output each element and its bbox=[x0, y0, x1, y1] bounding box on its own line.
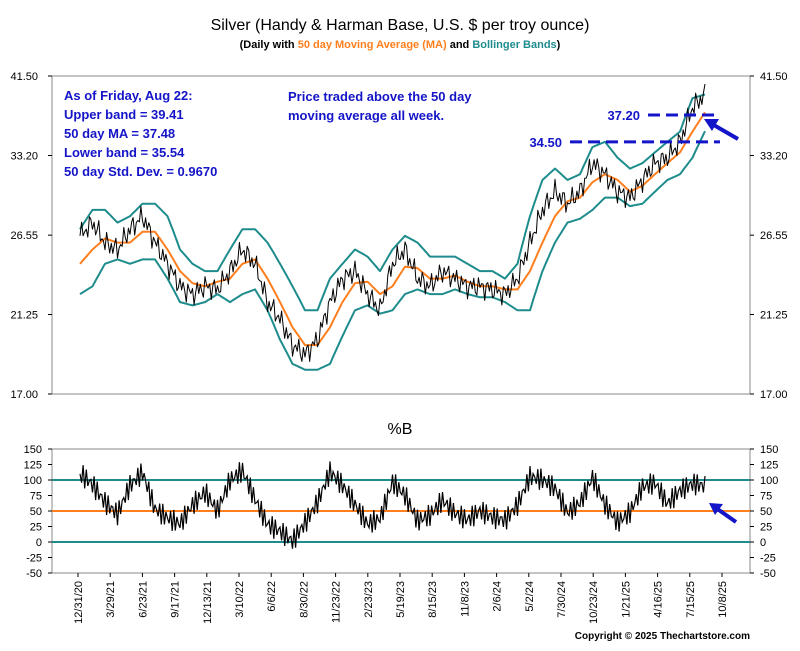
series-line-bollinger-bands-upper bbox=[79, 93, 706, 312]
y-tick-label: 150 bbox=[760, 444, 778, 456]
y-tick-label: 26.55 bbox=[10, 230, 38, 242]
x-tick-label: 10/8/25 bbox=[717, 581, 729, 618]
x-tick-label: 10/23/24 bbox=[588, 581, 600, 624]
price-y-axis-left: 41.50 33.20 26.55 21.25 17.00 bbox=[10, 71, 52, 401]
x-tick-label: 5/19/23 bbox=[395, 581, 407, 618]
reference-levels: 37.20 34.50 bbox=[529, 108, 720, 150]
x-tick-label: 5/2/24 bbox=[524, 581, 536, 612]
x-tick-label: 7/30/24 bbox=[556, 581, 568, 618]
y-tick-label: 17.00 bbox=[760, 389, 788, 401]
price-y-axis-right: 41.50 33.20 26.55 21.25 17.00 bbox=[750, 71, 788, 401]
note-line: Price traded above the 50 day bbox=[288, 89, 472, 104]
percent-b-series-group bbox=[52, 461, 750, 549]
y-tick-label: 17.00 bbox=[10, 389, 38, 401]
note-annotation: Price traded above the 50 day moving ave… bbox=[288, 89, 472, 123]
y-tick-label: -50 bbox=[26, 568, 42, 580]
y-tick-label: 75 bbox=[760, 491, 772, 503]
stats-annotation: As of Friday, Aug 22: Upper band = 39.41… bbox=[64, 88, 217, 179]
chart-subtitle: (Daily with 50 day Moving Average (MA) a… bbox=[240, 39, 561, 51]
x-tick-label: 12/31/20 bbox=[73, 581, 85, 624]
series-line-bollinger-bands-lower bbox=[79, 130, 706, 371]
stats-line: 50 day Std. Dev. = 0.9670 bbox=[64, 164, 217, 179]
y-tick-label: 33.20 bbox=[10, 151, 38, 163]
y-tick-label: 50 bbox=[760, 506, 772, 518]
y-tick-label: 41.50 bbox=[760, 71, 788, 83]
copyright-text: Copyright © 2025 Thechartstore.com bbox=[575, 631, 750, 642]
y-tick-label: 0 bbox=[36, 537, 42, 549]
y-tick-label: 125 bbox=[760, 460, 778, 472]
percent-b-y-axis-right: 150 125 100 75 50 25 0 -25 -50 bbox=[750, 444, 778, 580]
subtitle-ma-label: 50 day Moving Average (MA) bbox=[298, 39, 447, 51]
reference-label: 37.20 bbox=[607, 108, 640, 123]
y-tick-label: 50 bbox=[30, 506, 42, 518]
x-tick-label: 8/30/22 bbox=[298, 581, 310, 618]
stats-line: Upper band = 39.41 bbox=[64, 107, 184, 122]
y-tick-label: -50 bbox=[760, 568, 776, 580]
y-tick-label: 25 bbox=[760, 522, 772, 534]
x-tick-label: 4/16/25 bbox=[653, 581, 665, 618]
stats-line: 50 day MA = 37.48 bbox=[64, 126, 175, 141]
y-tick-label: 100 bbox=[760, 475, 778, 487]
y-tick-label: 25 bbox=[30, 522, 42, 534]
price-arrow-icon bbox=[704, 119, 739, 141]
x-tick-label: 9/17/21 bbox=[170, 581, 182, 618]
y-tick-label: 0 bbox=[760, 537, 766, 549]
x-tick-label: 7/15/25 bbox=[685, 581, 697, 618]
y-tick-label: 21.25 bbox=[760, 309, 788, 321]
x-tick-label: 2/23/23 bbox=[363, 581, 375, 618]
date-x-axis: 12/31/20 3/29/21 6/23/21 9/17/21 12/13/21 3/1… bbox=[73, 573, 729, 624]
subtitle-suffix: ) bbox=[557, 39, 561, 51]
y-tick-label: 33.20 bbox=[760, 151, 788, 163]
y-tick-label: 125 bbox=[24, 460, 42, 472]
y-tick-label: 26.55 bbox=[760, 230, 788, 242]
y-tick-label: 21.25 bbox=[10, 309, 38, 321]
percent-b-title: %B bbox=[388, 421, 413, 438]
x-tick-label: 8/15/23 bbox=[427, 581, 439, 618]
subtitle-bb-label: Bollinger Bands bbox=[472, 39, 556, 51]
x-tick-label: 2/6/24 bbox=[492, 581, 504, 612]
y-tick-label: 75 bbox=[30, 491, 42, 503]
x-tick-label: 3/29/21 bbox=[105, 581, 117, 618]
chart-title: Silver (Handy & Harman Base, U.S. $ per … bbox=[211, 17, 590, 34]
reference-label: 34.50 bbox=[529, 135, 562, 150]
x-tick-label: 3/10/22 bbox=[234, 581, 246, 618]
x-tick-label: 1/21/25 bbox=[620, 581, 632, 618]
y-tick-label: 100 bbox=[24, 475, 42, 487]
x-tick-label: 6/6/22 bbox=[266, 581, 278, 612]
y-tick-label: 150 bbox=[24, 444, 42, 456]
subtitle-mid: and bbox=[447, 39, 473, 51]
series-line-price bbox=[79, 83, 706, 362]
percent-b-arrow-icon bbox=[709, 503, 738, 524]
stats-line: Lower band = 35.54 bbox=[64, 145, 185, 160]
y-tick-label: -25 bbox=[760, 553, 776, 565]
percent-b-y-axis-left: 150 125 100 75 50 25 0 -25 -50 bbox=[24, 444, 52, 580]
x-tick-label: 6/23/21 bbox=[137, 581, 149, 618]
price-series-group bbox=[79, 83, 706, 371]
x-tick-label: 12/13/21 bbox=[202, 581, 214, 624]
stats-line: As of Friday, Aug 22: bbox=[64, 88, 193, 103]
y-tick-label: 41.50 bbox=[10, 71, 38, 83]
subtitle-prefix: (Daily with bbox=[240, 39, 298, 51]
x-tick-label: 11/23/22 bbox=[331, 581, 343, 623]
y-tick-label: -25 bbox=[26, 553, 42, 565]
x-tick-label: 11/8/23 bbox=[459, 581, 471, 617]
note-line: moving average all week. bbox=[288, 108, 444, 123]
series-line-percent-b bbox=[79, 461, 706, 549]
